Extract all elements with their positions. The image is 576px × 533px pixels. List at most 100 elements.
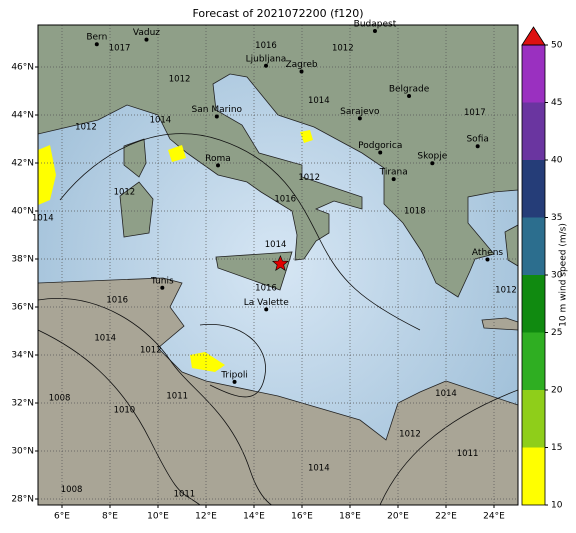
colorbar-extend xyxy=(521,26,546,46)
isobar-label: 1010 xyxy=(114,406,136,416)
colorbar-tick-label: 10 xyxy=(551,501,563,511)
city-dot xyxy=(475,144,480,149)
city-dot xyxy=(214,114,219,119)
isobar-label: 1014 xyxy=(435,389,457,399)
city-dot xyxy=(232,379,237,384)
city-label: Bern xyxy=(86,33,107,43)
isobar-label: 1014 xyxy=(265,240,287,250)
isobar-label: 1016 xyxy=(255,41,277,51)
city-label: Zagreb xyxy=(285,60,317,70)
colorbar-segment xyxy=(522,275,545,333)
colorbar-tick-label: 30 xyxy=(551,271,563,281)
city-dot xyxy=(357,116,362,121)
isobar-label: 1011 xyxy=(174,490,196,500)
isobar-label: 1011 xyxy=(166,391,188,401)
colorbar-segment xyxy=(522,390,545,448)
city-dot xyxy=(264,307,269,312)
city-dot xyxy=(94,42,99,47)
city-label: Sarajevo xyxy=(340,107,380,117)
city-dot xyxy=(144,37,149,42)
colorbar-tick-label: 40 xyxy=(551,156,563,166)
isobar-label: 1017 xyxy=(464,108,486,118)
isobar-label: 1016 xyxy=(255,283,277,293)
land-europe xyxy=(38,25,518,298)
colorbar-tick-label: 25 xyxy=(551,328,562,338)
isobar-label: 1008 xyxy=(49,394,71,404)
city-dot xyxy=(407,94,412,99)
city-dot xyxy=(391,177,396,182)
x-tick-label: 6°E xyxy=(54,512,70,522)
isobar-label: 1012 xyxy=(140,346,162,356)
city-label: Athens xyxy=(472,248,503,258)
isobar-label: 1012 xyxy=(495,286,517,296)
isobar-label: 1016 xyxy=(274,195,296,205)
x-tick-label: 22°E xyxy=(435,512,457,522)
x-tick-label: 18°E xyxy=(339,512,361,522)
city-dot xyxy=(430,161,435,166)
isobar-label: 1012 xyxy=(75,123,97,133)
city-label: San Marino xyxy=(192,105,243,115)
wind-patch xyxy=(38,145,56,205)
city-dot xyxy=(264,63,268,68)
isobar-label: 1012 xyxy=(332,43,354,53)
isobar-label: 1012 xyxy=(399,430,421,440)
colorbar-label: 10 m wind speed (m/s) xyxy=(559,223,569,327)
colorbar-tick-label: 50 xyxy=(551,41,563,51)
city-dot xyxy=(160,285,165,290)
city-dot xyxy=(485,257,490,262)
city-label: Skopje xyxy=(417,152,447,162)
y-tick-label: 30°N xyxy=(11,447,34,457)
isobar-label: 1014 xyxy=(150,115,172,125)
city-label: Podgorica xyxy=(358,141,402,151)
isobar-label: 1014 xyxy=(308,96,330,106)
y-tick-label: 44°N xyxy=(11,111,34,121)
y-tick-label: 40°N xyxy=(11,207,34,217)
colorbar-tick-label: 35 xyxy=(551,213,562,223)
city-dot xyxy=(216,163,220,168)
colorbar-segment xyxy=(522,160,545,218)
colorbar-segment xyxy=(522,332,545,390)
city-label: Tirana xyxy=(379,168,408,178)
isobar-label: 1008 xyxy=(61,485,83,495)
isobar-label: 1014 xyxy=(32,214,54,224)
isobar xyxy=(38,329,201,505)
city-label: Vaduz xyxy=(133,28,160,38)
colorbar-tick-label: 20 xyxy=(551,386,563,396)
isobar xyxy=(379,389,518,505)
colorbar-segment xyxy=(522,217,545,275)
grid: 6°E 8°E 10°E 12°E 14°E 16°E 18°E 20°E 22°E 24°E 28… xyxy=(11,25,518,522)
wind-patch xyxy=(168,145,186,162)
city-dot xyxy=(378,150,383,155)
wind-patch xyxy=(190,352,225,372)
y-tick-label: 36°N xyxy=(11,303,34,313)
land-sardinia xyxy=(119,181,154,238)
city-label: Roma xyxy=(205,154,231,164)
city-dot xyxy=(372,29,377,33)
isobar-label: 1016 xyxy=(106,295,128,305)
y-tick-label: 46°N xyxy=(11,63,34,73)
isobar xyxy=(199,323,266,398)
x-tick-label: 10°E xyxy=(147,512,169,522)
wind-patch xyxy=(300,130,313,143)
city-label: Tripoli xyxy=(220,370,248,380)
y-tick-label: 38°N xyxy=(11,255,34,265)
city-label: Tunis xyxy=(150,276,174,286)
title: Forecast of 2021072200 (f120) xyxy=(192,7,363,20)
isobar-label: 1012 xyxy=(114,187,136,197)
x-tick-label: 24°E xyxy=(483,512,505,522)
y-tick-label: 28°N xyxy=(11,495,34,505)
land-anatolia xyxy=(504,224,518,267)
isobar-label: 1012 xyxy=(169,75,191,85)
colorbar-segment xyxy=(522,45,545,103)
city-label: Belgrade xyxy=(389,85,430,95)
city-label: Ljubljana xyxy=(246,54,287,64)
land-corsica xyxy=(123,138,147,178)
city-label: Sofia xyxy=(466,135,488,145)
map-frame xyxy=(37,24,519,506)
isobar-label: 1011 xyxy=(457,449,479,459)
land-crete xyxy=(481,317,518,331)
isobar xyxy=(38,298,320,505)
x-tick-label: 8°E xyxy=(102,512,118,522)
colorbar-segment xyxy=(522,447,545,505)
